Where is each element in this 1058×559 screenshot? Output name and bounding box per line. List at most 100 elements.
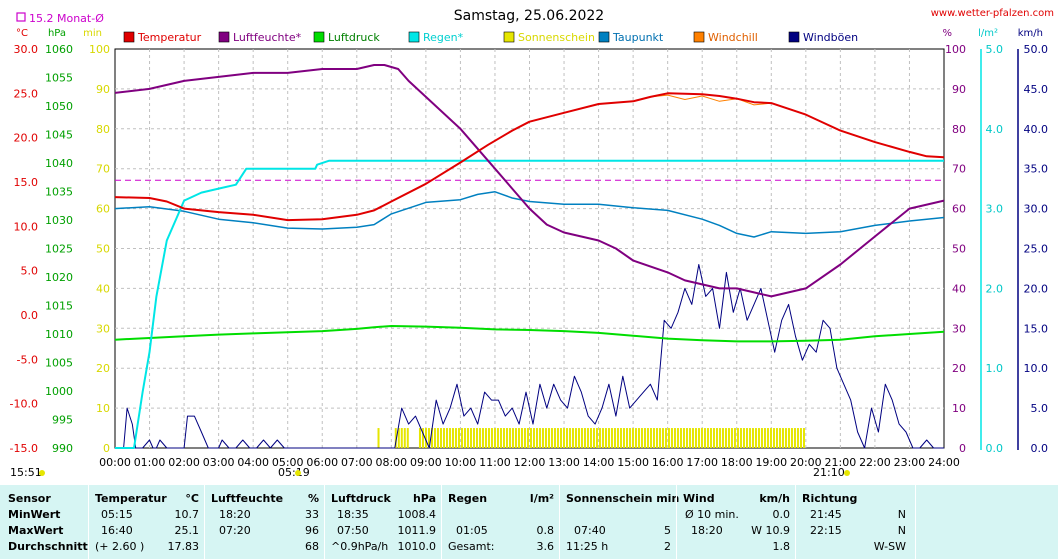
pressure-trend: ^0.9hPa/h bbox=[331, 540, 389, 553]
sunshine-bar bbox=[610, 428, 613, 448]
stats-footer: Sensor MinWert MaxWert Durchschnitt Temp… bbox=[0, 485, 1058, 559]
humidity-min: 33 bbox=[305, 508, 319, 521]
sunshine-tick-label: 80 bbox=[96, 123, 110, 136]
rain-max: 0.8 bbox=[536, 524, 555, 537]
wind-tick-label: 45.0 bbox=[1024, 83, 1049, 96]
temperature-tick-label: 25.0 bbox=[14, 87, 39, 100]
pressure-tick-label: 1050 bbox=[45, 100, 73, 113]
wind-avg: 1.8 bbox=[772, 540, 791, 553]
humidity-tick-label: 90 bbox=[952, 83, 966, 96]
wind-max-time: 18:20 bbox=[691, 524, 723, 537]
unit-humidity: % bbox=[942, 28, 952, 39]
sunshine-bar bbox=[631, 428, 634, 448]
sunshine-bar bbox=[508, 428, 511, 448]
sunshine-bar bbox=[523, 428, 526, 448]
pressure-tick-label: 1055 bbox=[45, 72, 73, 85]
x-tick-label: 18:00 bbox=[721, 456, 753, 469]
sunshine-bar bbox=[649, 428, 652, 448]
sunshine-bar bbox=[670, 428, 673, 448]
sunshine-max-time: 07:40 bbox=[574, 524, 606, 537]
legend-label: Sonnenschein bbox=[518, 31, 595, 44]
x-tick-label: 11:00 bbox=[479, 456, 511, 469]
x-tick-label: 13:00 bbox=[548, 456, 580, 469]
wind-tick-label: 5.0 bbox=[1031, 402, 1049, 415]
sunshine-bar bbox=[691, 428, 694, 448]
sunshine-bar bbox=[775, 428, 778, 448]
pressure-avg: 1010.0 bbox=[397, 540, 437, 553]
sunshine-bar bbox=[397, 428, 400, 448]
unit-pressure: hPa bbox=[48, 28, 66, 39]
sunshine-bar bbox=[574, 428, 577, 448]
humidity-tick-label: 30 bbox=[952, 322, 966, 335]
sunshine-tick-label: 70 bbox=[96, 163, 110, 176]
unit-rain: l/m² bbox=[978, 28, 998, 39]
pressure-label: Luftdruck bbox=[331, 492, 391, 505]
x-tick-label: 09:00 bbox=[410, 456, 442, 469]
pressure-tick-label: 1035 bbox=[45, 186, 73, 199]
sunshine-total: 2 bbox=[664, 540, 671, 553]
pressure-tick-label: 1030 bbox=[45, 214, 73, 227]
sunshine-bar bbox=[694, 428, 697, 448]
x-tick-label: 04:00 bbox=[237, 456, 269, 469]
sunshine-bar bbox=[442, 428, 445, 448]
series-line-luftdruck bbox=[114, 325, 945, 343]
legend-label: Luftfeuchte* bbox=[233, 31, 302, 44]
temperature-tick-label: 15.0 bbox=[14, 176, 39, 189]
sunshine-bar bbox=[700, 428, 703, 448]
temperature-tick-label: -10.0 bbox=[10, 398, 38, 411]
x-tick-label: 19:00 bbox=[755, 456, 787, 469]
sunshine-bar bbox=[790, 428, 793, 448]
sunshine-bar bbox=[697, 428, 700, 448]
sunshine-bar bbox=[799, 428, 802, 448]
sunshine-bar bbox=[526, 428, 529, 448]
legend-swatch bbox=[503, 31, 515, 43]
legend-label: Temperatur bbox=[137, 31, 202, 44]
sunrise-label: 05:19 bbox=[278, 466, 310, 479]
wind-tick-label: 10.0 bbox=[1024, 362, 1049, 375]
sunshine-bar bbox=[502, 428, 505, 448]
pressure-tick-label: 1010 bbox=[45, 328, 73, 341]
sunshine-bar bbox=[802, 428, 805, 448]
footer-col-rain: Regen l/m² 01:05 0.8 Gesamt: 3.6 bbox=[441, 485, 560, 559]
sunshine-bar bbox=[646, 428, 649, 448]
sunshine-bar bbox=[586, 428, 589, 448]
sunshine-bar bbox=[514, 428, 517, 448]
sunshine-bar bbox=[673, 428, 676, 448]
sunshine-bar bbox=[757, 428, 760, 448]
monthly-avg-label: 15.2 Monat-Ø bbox=[29, 12, 104, 25]
sunshine-bar bbox=[763, 428, 766, 448]
sunshine-max: 5 bbox=[664, 524, 671, 537]
sunshine-bar bbox=[679, 428, 682, 448]
sunshine-bar bbox=[547, 428, 550, 448]
direction-min: N bbox=[897, 508, 906, 521]
sunshine-bar bbox=[613, 428, 616, 448]
sunshine-bar bbox=[589, 428, 592, 448]
wind-tick-label: 15.0 bbox=[1024, 322, 1049, 335]
x-tick-label: 00:00 bbox=[99, 456, 131, 469]
humidity-unit: % bbox=[307, 492, 319, 505]
temperature-avg: 17.83 bbox=[167, 540, 200, 553]
sunshine-bar bbox=[781, 428, 784, 448]
humidity-max: 96 bbox=[305, 524, 319, 537]
sunshine-bar bbox=[406, 428, 409, 448]
weather-chart: 00:00 01:00 02:00 03:00 04:00 05:00 06:00 07:00… bbox=[10, 8, 1054, 479]
legend-label: Luftdruck bbox=[328, 31, 380, 44]
sunshine-bar bbox=[475, 428, 478, 448]
sunshine-bar bbox=[703, 428, 706, 448]
sunshine-bar bbox=[640, 428, 643, 448]
legend-swatch bbox=[218, 31, 230, 43]
temperature-tick-label: -5.0 bbox=[17, 353, 38, 366]
sunshine-bar bbox=[796, 428, 799, 448]
x-tick-label: 16:00 bbox=[652, 456, 684, 469]
wind-tick-label: 0.0 bbox=[1031, 442, 1049, 455]
sunshine-bar bbox=[616, 428, 619, 448]
sunshine-bar bbox=[520, 428, 523, 448]
x-tick-label: 21:00 bbox=[825, 456, 857, 469]
direction-label: Richtung bbox=[802, 492, 858, 505]
footer-col-humidity: Luftfeuchte % 18:20 33 07:20 96 68 bbox=[204, 485, 325, 559]
footer-col-pressure: Luftdruck hPa 18:35 1008.4 07:50 1011.9 … bbox=[324, 485, 442, 559]
sunshine-bar bbox=[583, 428, 586, 448]
humidity-tick-label: 60 bbox=[952, 203, 966, 216]
x-tick-label: 08:00 bbox=[375, 456, 407, 469]
sunshine-bar bbox=[472, 428, 475, 448]
